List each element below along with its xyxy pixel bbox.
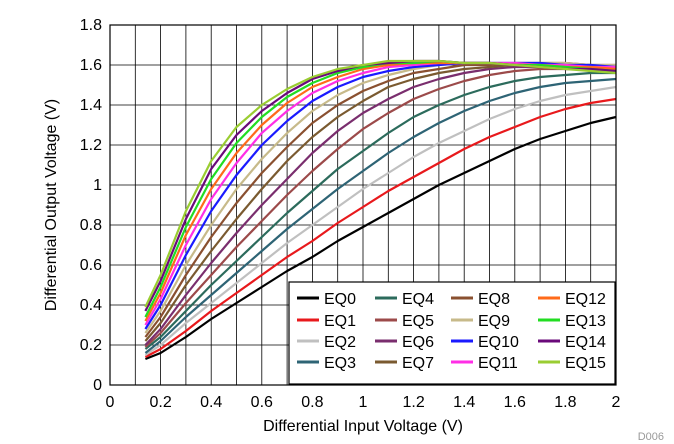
series-line-eq0: [144, 115, 617, 361]
series-line-eq10: [144, 61, 617, 330]
x-tick-label: 1: [359, 394, 368, 411]
y-tick-label: 0.4: [80, 297, 102, 314]
x-tick-label: 0: [106, 394, 115, 411]
y-tick-label: 0: [93, 377, 102, 394]
legend-label: EQ1: [324, 313, 356, 330]
legend-label: EQ9: [478, 313, 510, 330]
legend-label: EQ6: [402, 334, 434, 351]
series-line-eq15: [144, 59, 617, 308]
series-line-eq4: [144, 71, 616, 350]
legend-label: EQ5: [402, 313, 434, 330]
y-tick-label: 1.4: [80, 97, 102, 114]
y-tick-label: 0.2: [80, 337, 102, 354]
legend-label: EQ8: [478, 291, 510, 308]
series-lines: [144, 59, 617, 361]
y-tick-label: 1.2: [80, 137, 102, 154]
y-axis-label: Differential Output Voltage (V): [43, 99, 60, 311]
plot-frame: [109, 24, 617, 386]
x-tick-label: 1.4: [453, 394, 475, 411]
legend-label: EQ11: [478, 355, 518, 372]
y-tick-label: 0.6: [80, 257, 102, 274]
x-tick-label: 0.8: [301, 394, 323, 411]
legend-label: EQ12: [565, 291, 606, 308]
legend-label: EQ10: [478, 334, 519, 351]
x-tick-label: 1.8: [554, 394, 576, 411]
y-tick-label: 1.8: [80, 17, 102, 34]
legend-label: EQ15: [565, 355, 606, 372]
y-tick-label: 1.6: [80, 57, 102, 74]
figure-id: D006: [638, 431, 664, 443]
series-line-eq2: [144, 85, 617, 356]
x-tick-label: 1.2: [402, 394, 424, 411]
x-tick-label: 0.6: [251, 394, 273, 411]
legend-label: EQ14: [565, 334, 606, 351]
y-tick-label: 0.8: [80, 217, 102, 234]
series-line-eq3: [144, 77, 617, 354]
x-tick-label: 0.2: [149, 394, 171, 411]
x-tick-label: 2: [612, 394, 621, 411]
legend-label: EQ13: [565, 313, 606, 330]
series-line-eq1: [144, 97, 617, 358]
y-tick-label: 1: [93, 177, 102, 194]
legend-label: EQ2: [324, 334, 356, 351]
legend-label: EQ4: [402, 291, 434, 308]
legend-label: EQ0: [324, 291, 356, 308]
legend-label: EQ7: [402, 355, 434, 372]
legend: EQ0 EQ1 EQ2 EQ3 EQ4 EQ5 EQ6 EQ7 EQ8 EQ9 EQ10 EQ11 EQ…: [288, 281, 616, 385]
x-tick-label: 1.6: [504, 394, 526, 411]
x-axis-label: Differential Input Voltage (V): [263, 418, 463, 435]
series-line-eq5: [144, 67, 616, 348]
x-tick-label: 0.4: [200, 394, 222, 411]
axis-ticks: 0 0.2 0.4 0.6 0.8 1 1.2 1.4 1.6 1.8 2 0 0.2 0.4 0.6 0.8…: [80, 17, 621, 411]
legend-label: EQ3: [324, 355, 356, 372]
